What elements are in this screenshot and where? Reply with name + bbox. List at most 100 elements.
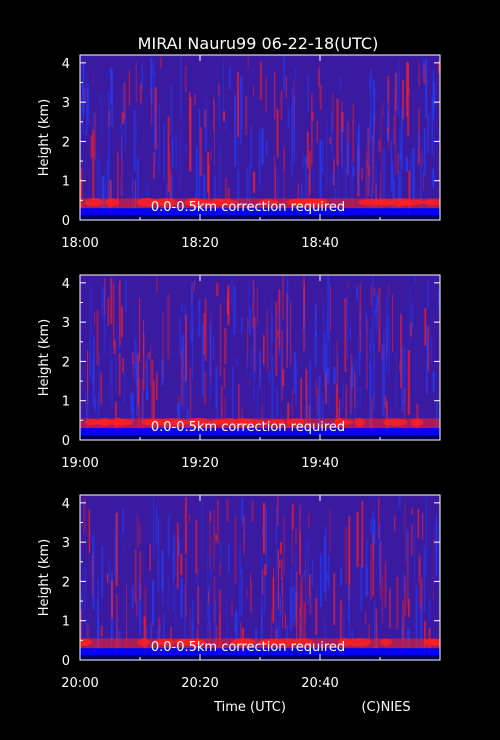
noise-streak [101,287,104,318]
echo-streak [180,553,183,575]
noise-streak [301,503,303,514]
echo-streak [204,109,206,128]
echo-streak [280,541,282,555]
echo-streak [151,87,153,125]
noise-streak [329,179,331,188]
echo-streak [252,279,255,329]
noise-streak [373,518,376,544]
echo-streak [230,602,234,617]
noise-streak [361,557,363,610]
echo-streak [316,386,319,414]
boundary-layer-echo [276,638,298,647]
echo-streak [393,515,396,532]
echo-streak [392,294,393,352]
noise-streak [300,613,302,660]
echo-streak [208,164,210,207]
noise-streak [426,280,429,308]
boundary-layer-echo [80,639,93,646]
boundary-layer-echo [399,199,425,206]
noise-streak [234,94,237,167]
noise-streak [254,327,256,381]
noise-streak [153,496,154,560]
echo-streak [209,510,211,522]
noise-streak [326,118,328,189]
noise-streak [402,398,404,406]
echo-streak [356,512,359,567]
noise-streak [423,546,426,613]
boundary-layer-echo [380,638,392,646]
noise-streak [438,302,440,316]
noise-streak [386,80,390,138]
noise-streak [430,337,433,364]
noise-streak [225,337,227,345]
echo-streak [319,84,322,110]
noise-streak [415,585,418,650]
noise-streak [265,507,267,554]
noise-streak [270,301,273,364]
noise-streak [163,613,165,656]
noise-streak [383,329,385,356]
boundary-layer-echo [210,198,225,207]
noise-streak [351,359,353,381]
noise-streak [157,629,160,644]
echo-streak [384,395,387,408]
echo-streak [300,582,302,618]
y-tick-label: 0 [62,214,70,229]
noise-streak [435,515,438,579]
noise-streak [329,336,330,408]
noise-streak [432,169,434,188]
noise-streak [271,315,274,342]
noise-streak [420,169,422,220]
noise-streak [324,525,327,602]
noise-streak [84,567,86,611]
noise-streak [398,58,400,117]
echo-streak [275,165,276,202]
echo-streak [393,114,396,145]
echo-streak [311,92,313,166]
noise-streak [358,124,360,172]
noise-streak [401,107,403,170]
echo-streak [180,350,183,407]
noise-streak [400,153,402,160]
echo-streak [223,366,226,388]
echo-streak [411,508,414,515]
echo-streak [218,589,222,658]
noise-streak [432,70,435,120]
noise-streak [114,529,116,576]
echo-streak [365,150,367,220]
surface-band [80,208,440,220]
echo-streak [279,560,281,568]
echo-streak [427,326,430,372]
noise-streak [341,383,344,410]
echo-streak [408,598,410,618]
echo-streak [397,153,399,174]
echo-streak [285,76,287,98]
echo-streak [367,158,369,168]
noise-streak [120,122,123,160]
noise-streak [405,156,408,173]
echo-streak [404,576,407,617]
echo-streak [111,580,114,619]
correction-annotation: 0.0-0.5km correction required [151,200,345,215]
echo-streak [336,354,339,401]
echo-streak [418,553,420,583]
noise-streak [225,116,227,130]
noise-streak [324,332,326,389]
noise-streak [433,100,435,118]
noise-streak [150,58,153,105]
y-tick-label: 3 [62,536,70,551]
heatmap-field [80,275,440,440]
noise-streak [97,580,99,645]
noise-streak [186,375,187,429]
panels: 0.0-0.5km correction required 0 1 2 3 4 18:00 1… [37,54,441,691]
echo-streak [281,330,283,401]
noise-streak [276,387,278,417]
echo-streak [347,282,349,290]
noise-streak [322,302,324,373]
echo-streak [370,544,372,600]
noise-streak [135,122,137,142]
echo-streak [350,354,353,414]
noise-streak [425,498,427,575]
noise-streak [216,398,218,424]
noise-streak [125,279,127,313]
